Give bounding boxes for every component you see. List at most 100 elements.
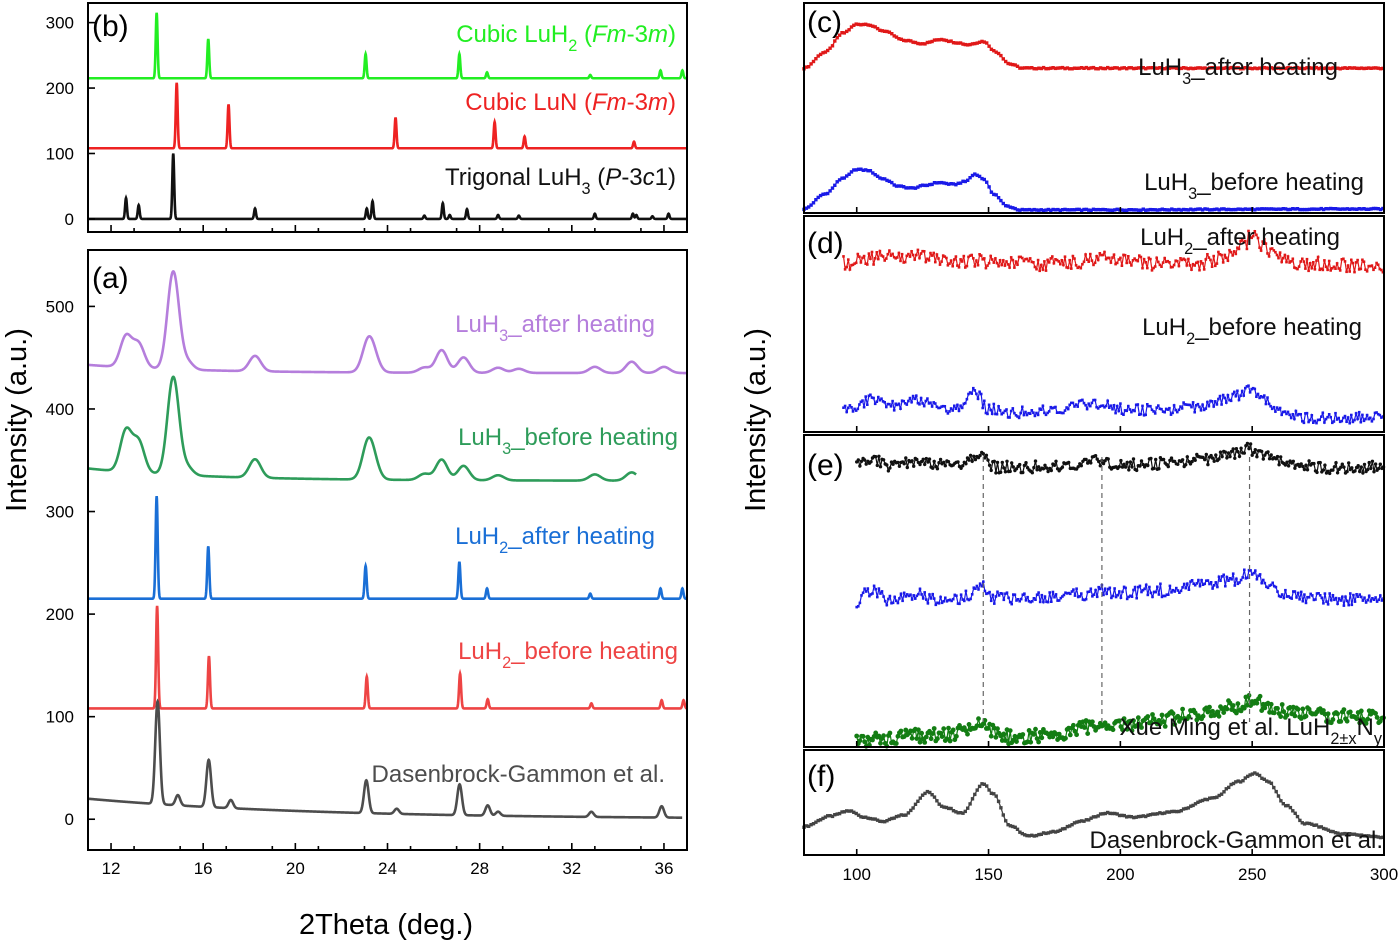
marker [861,591,865,595]
marker [1363,596,1366,599]
marker [1136,403,1140,406]
marker [1295,814,1300,819]
marker [1370,459,1375,463]
marker [1168,406,1171,410]
marker [1240,239,1244,242]
marker [1277,463,1281,467]
marker [1354,412,1358,415]
marker [854,22,858,26]
marker [1122,66,1126,70]
marker [968,176,972,180]
marker [1324,827,1328,831]
marker [1330,717,1336,722]
marker [1253,208,1257,212]
marker [1264,402,1268,406]
marker [840,176,844,180]
marker [1005,459,1009,463]
marker [981,406,984,410]
marker [916,799,920,803]
marker [1112,253,1116,256]
marker [920,42,925,46]
marker [924,456,928,461]
marker [1329,206,1333,211]
marker [1130,465,1134,469]
marker [1149,404,1152,408]
marker [1008,205,1013,209]
marker [1033,265,1037,269]
series-line-e_black [856,442,1384,475]
marker [1209,399,1212,403]
marker [1170,207,1174,211]
marker [877,395,880,399]
x-tick-label-a-24: 24 [378,859,397,878]
marker [1289,260,1293,263]
marker [1279,207,1283,211]
marker [1278,714,1284,719]
marker [1108,208,1112,212]
marker [1275,454,1280,459]
marker [1012,593,1015,596]
marker [1331,594,1335,597]
marker [1335,418,1339,421]
marker [1043,411,1046,415]
marker [932,401,935,404]
marker [1231,254,1234,257]
marker [1221,393,1225,397]
marker [916,401,920,405]
marker [1094,67,1098,71]
marker [967,255,970,259]
marker [1180,407,1184,410]
marker [1146,66,1150,70]
marker [953,258,956,261]
marker [945,600,949,603]
marker [1150,712,1155,717]
marker [951,41,956,45]
marker [983,456,987,460]
marker [1053,66,1058,71]
marker [1123,409,1127,412]
marker [1319,825,1323,829]
marker [992,792,996,796]
marker [1141,588,1145,592]
marker [902,399,905,403]
marker [859,261,863,264]
marker [1011,206,1015,210]
marker [854,261,858,265]
marker [1269,583,1273,587]
marker [1281,66,1285,70]
marker [1119,402,1122,405]
marker [916,248,920,252]
marker [868,816,873,821]
marker [1091,65,1096,70]
marker [886,469,891,473]
y-tick-label-b-0: 0 [65,210,74,229]
marker [1013,825,1017,829]
marker [1135,596,1138,600]
marker [1158,407,1162,411]
marker [970,593,974,596]
marker [1325,600,1328,603]
marker [845,29,849,34]
marker [1291,413,1295,416]
marker [961,464,965,468]
marker [1133,409,1136,413]
marker [875,251,879,254]
marker [900,399,904,402]
marker [1291,207,1295,211]
marker [927,259,931,262]
marker [978,582,982,585]
marker [1149,257,1152,261]
marker [1168,584,1172,588]
marker [1312,66,1316,71]
marker [980,782,984,786]
marker [1165,810,1169,814]
marker [849,170,854,174]
marker [1067,591,1070,595]
marker [1214,453,1218,457]
marker [1295,706,1301,712]
marker [984,411,988,415]
marker [1115,207,1119,211]
marker [991,593,995,597]
marker [1215,709,1220,715]
marker [934,260,937,264]
